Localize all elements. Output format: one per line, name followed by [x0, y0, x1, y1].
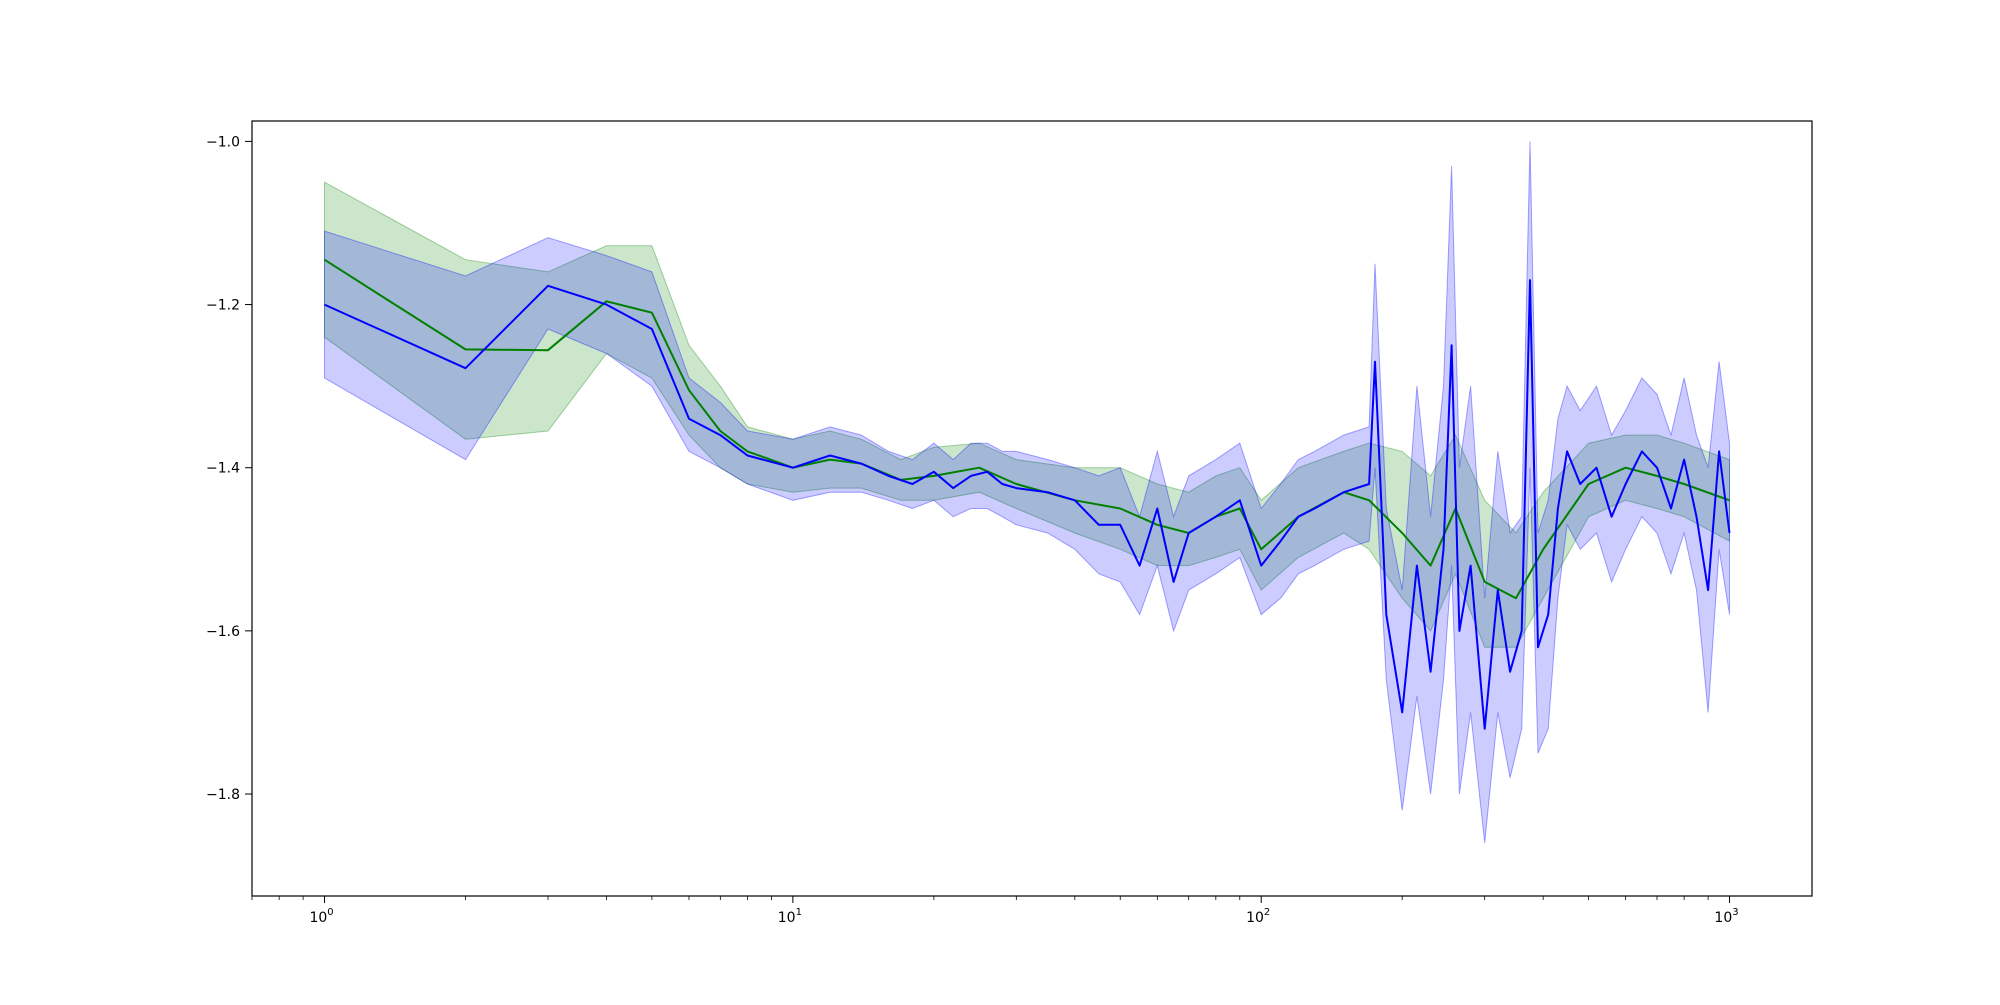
series-0-line — [323, 258, 1730, 600]
y-tick-label-3: −1.6 — [206, 624, 240, 640]
plot-frame — [251, 120, 1813, 897]
x-tick-label-0: 100 — [309, 907, 333, 926]
series-1-band — [324, 141, 1730, 844]
y-tick-label-0: −1.0 — [206, 134, 240, 150]
series-1-line — [324, 279, 1731, 730]
x-tick-label-1: 101 — [778, 907, 802, 926]
x-tick-label-3: 103 — [1714, 907, 1738, 926]
y-tick-label-1: −1.2 — [206, 298, 240, 314]
series-0-band — [324, 181, 1730, 648]
x-axis: 100 101 102 103 — [251, 896, 1739, 926]
x-tick-label-2: 102 — [1246, 907, 1270, 926]
confidence-bands — [324, 141, 1730, 844]
series-lines — [323, 258, 1731, 730]
y-axis: −1.0 −1.2 −1.4 −1.6 −1.8 — [206, 134, 252, 803]
y-tick-label-2: −1.4 — [206, 461, 240, 477]
y-tick-label-4: −1.8 — [206, 787, 240, 803]
